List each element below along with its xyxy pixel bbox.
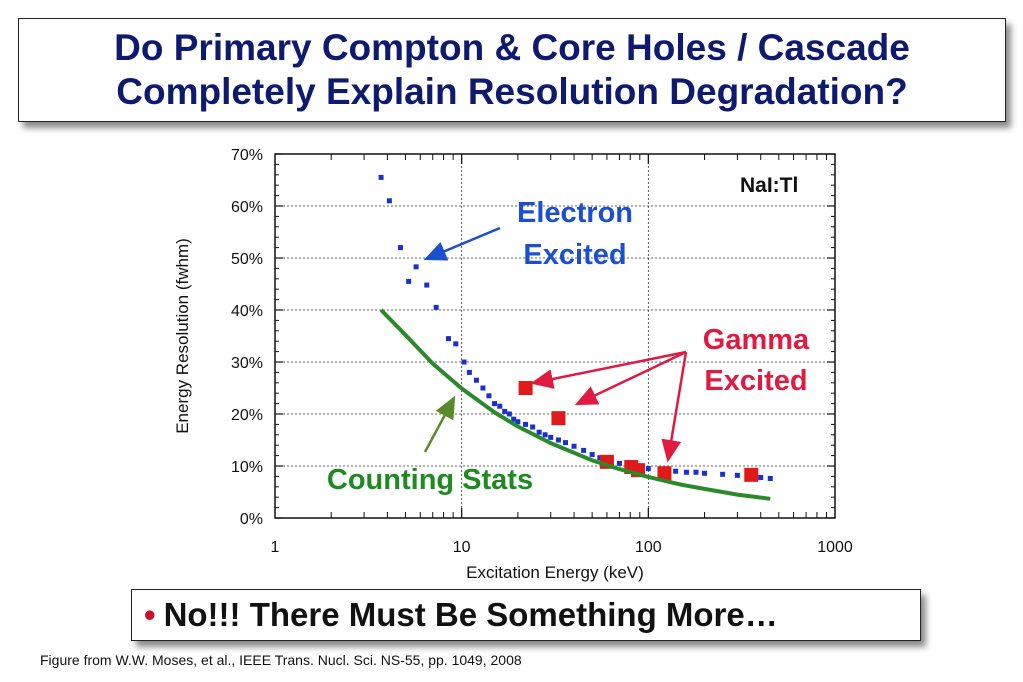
- x-tick-label: 1: [271, 539, 280, 556]
- y-tick-label: 0%: [240, 511, 263, 528]
- electron-data-point: [616, 460, 622, 466]
- electron-data-point: [486, 393, 492, 399]
- electron-data-point: [473, 377, 479, 383]
- electron-data-point: [702, 470, 708, 476]
- electron-data-point: [523, 421, 529, 427]
- gamma-arrow-1: [530, 350, 687, 389]
- counting-stats-curve: [379, 308, 771, 501]
- electron-data-point: [555, 437, 561, 443]
- x-tick-label: 1000: [817, 539, 853, 556]
- y-tick-label: 20%: [231, 407, 263, 424]
- electron-data-point: [397, 245, 403, 251]
- title-box: Do Primary Compton & Core Holes / Cascad…: [18, 18, 1006, 122]
- electron-data-point: [683, 469, 689, 475]
- gamma-arrow-3: [661, 351, 688, 463]
- electron-data-point: [563, 440, 569, 446]
- electron-data-point: [406, 278, 412, 284]
- x-tick-label: 100: [635, 539, 662, 556]
- gamma-data-point: [551, 411, 566, 426]
- title-line-1: Do Primary Compton & Core Holes / Cascad…: [114, 27, 910, 68]
- grid: [275, 154, 835, 518]
- gamma-label-line2: Excited: [704, 365, 807, 397]
- electron-data-point: [693, 469, 699, 475]
- electron-data-point: [581, 447, 587, 453]
- figure-caption: Figure from W.W. Moses, et al., IEEE Tra…: [40, 652, 522, 668]
- electron-data-point: [424, 282, 430, 288]
- gamma-arrow-2: [574, 350, 687, 406]
- y-tick-label: 50%: [231, 251, 263, 268]
- electron-data-point: [645, 466, 651, 472]
- counting-label: Counting Stats: [327, 464, 533, 496]
- electron-arrow: [423, 226, 501, 261]
- electron-data-point: [492, 401, 498, 407]
- electron-data-point: [453, 341, 459, 347]
- electron-data-point: [461, 359, 467, 365]
- y-tick-label: 10%: [231, 459, 263, 476]
- y-tick-label: 30%: [231, 355, 263, 372]
- electron-label-line1: Electron: [517, 197, 633, 229]
- axis-ticks: 0% 10% 20% 30% 40% 50% 60% 70% 1 10 100 1000: [231, 147, 853, 556]
- electron-data-point: [506, 411, 512, 417]
- gamma-data-point: [657, 466, 672, 481]
- electron-data-point: [542, 432, 548, 438]
- electron-data-point: [502, 408, 508, 414]
- gamma-label-line1: Gamma: [703, 324, 810, 356]
- plot-frame: [274, 153, 836, 519]
- electron-data-point: [589, 452, 595, 458]
- x-axis-label: Excitation Energy (keV): [466, 563, 644, 582]
- electron-data-point: [548, 434, 554, 440]
- electron-data-point: [386, 198, 392, 204]
- gamma-data-point: [744, 467, 759, 482]
- electron-data-point: [536, 429, 542, 435]
- electron-label-line2: Excited: [523, 239, 626, 271]
- gamma-data-point: [518, 381, 533, 395]
- electron-data-point: [597, 455, 603, 461]
- electron-data-point: [571, 443, 577, 449]
- y-axis-label: Energy Resolution (fwhm): [173, 238, 192, 434]
- series: [378, 174, 773, 501]
- electron-data-point: [511, 416, 517, 422]
- electron-data-point: [497, 403, 503, 409]
- conclusion-text: No!!! There Must Be Something More…: [163, 596, 778, 633]
- bullet-icon: •: [144, 596, 156, 633]
- y-tick-label: 40%: [231, 303, 263, 320]
- electron-data-point: [720, 471, 726, 477]
- chart-title: NaI:Tl: [740, 174, 798, 197]
- counting-arrow: [423, 395, 456, 453]
- electron-data-point: [530, 424, 536, 430]
- electron-data-point: [767, 475, 773, 481]
- electron-data-point: [515, 419, 521, 425]
- electron-data-point: [673, 468, 679, 474]
- electron-data-point: [734, 472, 740, 478]
- electron-data-point: [758, 474, 764, 480]
- conclusion-box: • No!!! There Must Be Something More…: [131, 589, 921, 641]
- x-tick-label: 10: [453, 539, 471, 556]
- electron-data-point: [413, 264, 419, 270]
- electron-data-point: [445, 336, 451, 342]
- electron-data-point: [466, 369, 472, 375]
- y-tick-label: 60%: [231, 199, 263, 216]
- electron-data-point: [480, 385, 486, 391]
- electron-data-point: [378, 174, 384, 180]
- y-tick-label: 70%: [231, 147, 263, 164]
- electron-data-point: [433, 304, 439, 310]
- title-line-2: Completely Explain Resolution Degradatio…: [116, 71, 908, 112]
